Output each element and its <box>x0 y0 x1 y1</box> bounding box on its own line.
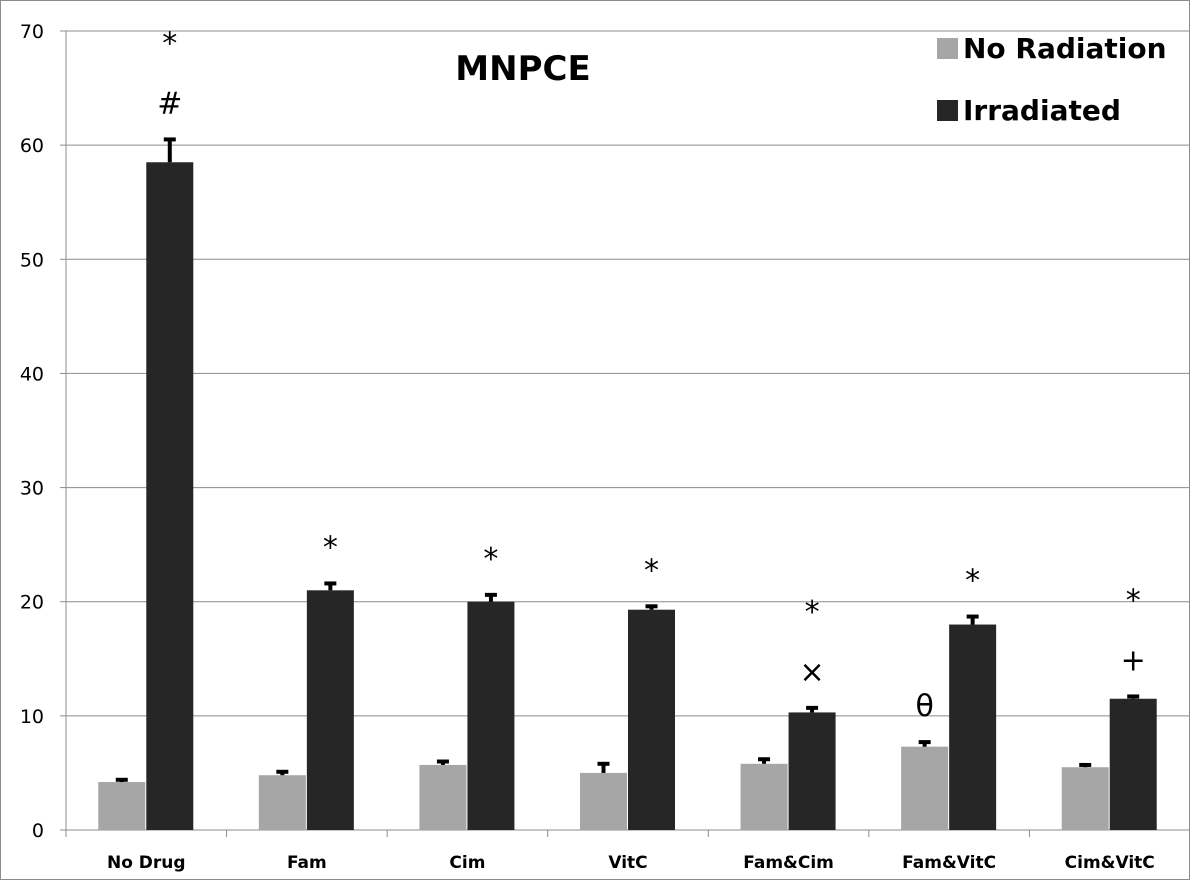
bar-no-radiation <box>580 772 627 830</box>
x-tick-label: Cim <box>449 853 485 873</box>
y-tick-label: 0 <box>32 820 44 842</box>
bar-no-radiation <box>258 775 306 830</box>
significance-marker: * <box>965 564 980 599</box>
legend-swatch <box>937 38 958 59</box>
bar-irradiated <box>306 590 354 830</box>
legend-label: No Radiation <box>963 32 1167 65</box>
chart-title: MNPCE <box>455 49 590 89</box>
legend-swatch <box>937 100 958 121</box>
bar-no-radiation <box>901 746 949 830</box>
significance-marker: * <box>644 553 659 588</box>
gridlines <box>66 30 1190 717</box>
legend: No Radiation Irradiated <box>937 32 1167 127</box>
significance-marker: * <box>1126 583 1141 618</box>
x-tick-label: VitC <box>608 853 647 873</box>
significance-annotations: θ * # * * * * × * * + <box>157 26 1146 724</box>
legend-label: Irradiated <box>963 94 1121 127</box>
y-tick-label: 10 <box>20 706 44 728</box>
x-tick-label: Fam&VitC <box>902 853 996 873</box>
bar-irradiated <box>628 609 675 830</box>
bar-no-radiation <box>98 782 146 830</box>
bar-irradiated <box>146 162 194 830</box>
bar-no-radiation <box>740 763 788 830</box>
significance-marker: + <box>1121 643 1146 678</box>
axes: 0 10 20 30 40 50 60 70 No Drug Fam Cim VitC Fam&Cim F… <box>20 21 1190 873</box>
significance-marker: * <box>805 595 820 630</box>
x-tick-label: Cim&VitC <box>1065 853 1155 873</box>
significance-marker: * <box>323 530 338 565</box>
y-tick-label: 20 <box>20 592 44 614</box>
bar-irradiated <box>949 624 997 830</box>
significance-marker: × <box>800 655 825 690</box>
bar-no-radiation <box>419 764 467 830</box>
bar-irradiated <box>1109 698 1157 830</box>
y-tick-label: 30 <box>20 478 44 500</box>
x-tick-label: No Drug <box>107 853 186 873</box>
x-tick-label: Fam <box>287 853 327 873</box>
bars <box>98 137 1157 830</box>
x-tick-label: Fam&Cim <box>743 853 834 873</box>
significance-marker: # <box>157 86 182 121</box>
significance-marker: * <box>162 26 177 61</box>
bar-irradiated <box>467 601 515 830</box>
y-tick-label: 40 <box>20 363 44 385</box>
bar-no-radiation <box>1061 767 1109 830</box>
bar-irradiated <box>788 712 836 830</box>
y-tick-label: 50 <box>20 249 44 271</box>
significance-marker: * <box>483 542 498 577</box>
y-tick-label: 70 <box>20 21 44 43</box>
significance-marker: θ <box>915 689 933 724</box>
y-tick-label: 60 <box>20 135 44 157</box>
